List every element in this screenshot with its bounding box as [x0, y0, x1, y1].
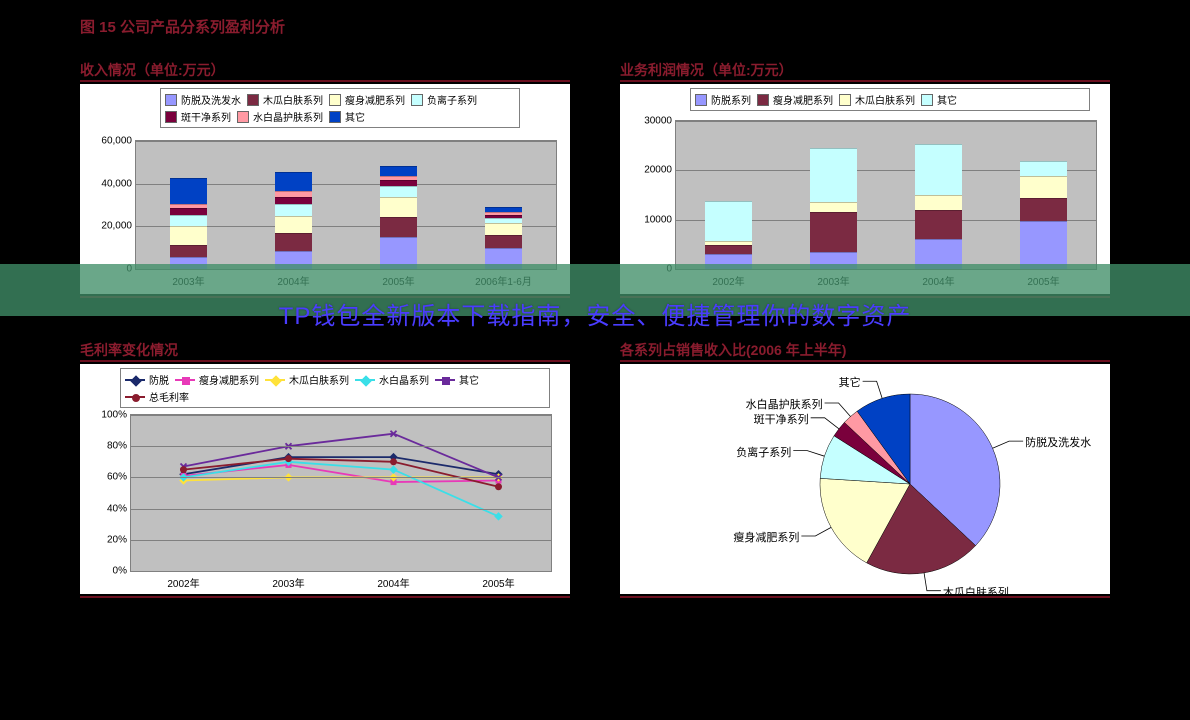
chart4-rule-top — [620, 360, 1110, 362]
chart2-title: 业务利润情况（单位:万元） — [620, 60, 793, 80]
chart4-pie — [620, 364, 1110, 594]
chart2-rule-top — [620, 80, 1110, 82]
chart3-plot: 0%20%40%60%80%100%2002年2003年2004年2005年 — [130, 414, 552, 572]
chart1-legend: 防脱及洗发水木瓜白肤系列瘦身减肥系列负离子系列斑干净系列水白晶护肤系列其它 — [160, 88, 520, 128]
pie-label: 防脱及洗发水 — [1025, 434, 1091, 450]
chart3-rule-bot — [80, 596, 570, 598]
chart1-panel: 防脱及洗发水木瓜白肤系列瘦身减肥系列负离子系列斑干净系列水白晶护肤系列其它 02… — [80, 84, 570, 294]
legend-item: 瘦身减肥系列 — [757, 92, 833, 107]
pie-label: 负离子系列 — [736, 444, 791, 460]
chart1-title: 收入情况（单位:万元） — [80, 60, 225, 80]
bar-stack — [275, 172, 312, 269]
chart4-title: 各系列占销售收入比(2006 年上半年) — [620, 340, 846, 360]
legend-item: 负离子系列 — [411, 92, 477, 107]
chart3-legend: 防脱瘦身减肥系列木瓜白肤系列水白晶系列其它总毛利率 — [120, 368, 550, 408]
pie-label: 瘦身减肥系列 — [733, 529, 799, 545]
bar-stack — [915, 144, 962, 269]
legend-item: 木瓜白肤系列 — [247, 92, 323, 107]
chart2-panel: 防脱系列瘦身减肥系列木瓜白肤系列其它 01000020000300002002年… — [620, 84, 1110, 294]
page-title: 图 15 公司产品分系列盈利分析 — [80, 16, 285, 37]
chart2-plot: 01000020000300002002年2003年2004年2005年 — [675, 120, 1097, 270]
bar-stack — [705, 201, 752, 269]
legend-item: 防脱及洗发水 — [165, 92, 241, 107]
bar-stack — [170, 178, 207, 269]
legend-item: 瘦身减肥系列 — [175, 372, 259, 387]
chart4-panel: 防脱及洗发水木瓜白肤系列瘦身减肥系列负离子系列斑干净系列水白晶护肤系列其它 — [620, 364, 1110, 594]
legend-item: 瘦身减肥系列 — [329, 92, 405, 107]
bar-stack — [1020, 161, 1067, 269]
overlay-text: TP钱包全新版本下载指南，安全、便捷管理你的数字资产 — [0, 296, 1190, 331]
legend-item: 木瓜白肤系列 — [839, 92, 915, 107]
bar-stack — [810, 148, 857, 269]
legend-item: 其它 — [435, 372, 479, 387]
legend-item: 水白晶护肤系列 — [237, 109, 323, 124]
pie-label: 斑干净系列 — [754, 411, 809, 427]
chart3-title: 毛利率变化情况 — [80, 340, 178, 360]
pie-label: 其它 — [839, 374, 861, 390]
bar-stack — [485, 207, 522, 269]
chart1-rule-top — [80, 80, 570, 82]
pie-label: 水白晶护肤系列 — [746, 396, 823, 412]
legend-item: 其它 — [921, 92, 957, 107]
chart4-rule-bot — [620, 596, 1110, 598]
legend-item: 斑干净系列 — [165, 109, 231, 124]
chart1-plot: 020,00040,00060,0002003年2004年2005年2006年1… — [135, 140, 557, 270]
chart2-legend: 防脱系列瘦身减肥系列木瓜白肤系列其它 — [690, 88, 1090, 111]
legend-item: 防脱系列 — [695, 92, 751, 107]
legend-item: 总毛利率 — [125, 389, 189, 404]
legend-item: 水白晶系列 — [355, 372, 429, 387]
legend-item: 其它 — [329, 109, 365, 124]
chart3-panel: 防脱瘦身减肥系列木瓜白肤系列水白晶系列其它总毛利率 0%20%40%60%80%… — [80, 364, 570, 594]
legend-item: 防脱 — [125, 372, 169, 387]
legend-item: 木瓜白肤系列 — [265, 372, 349, 387]
bar-stack — [380, 166, 417, 269]
chart3-rule-top — [80, 360, 570, 362]
